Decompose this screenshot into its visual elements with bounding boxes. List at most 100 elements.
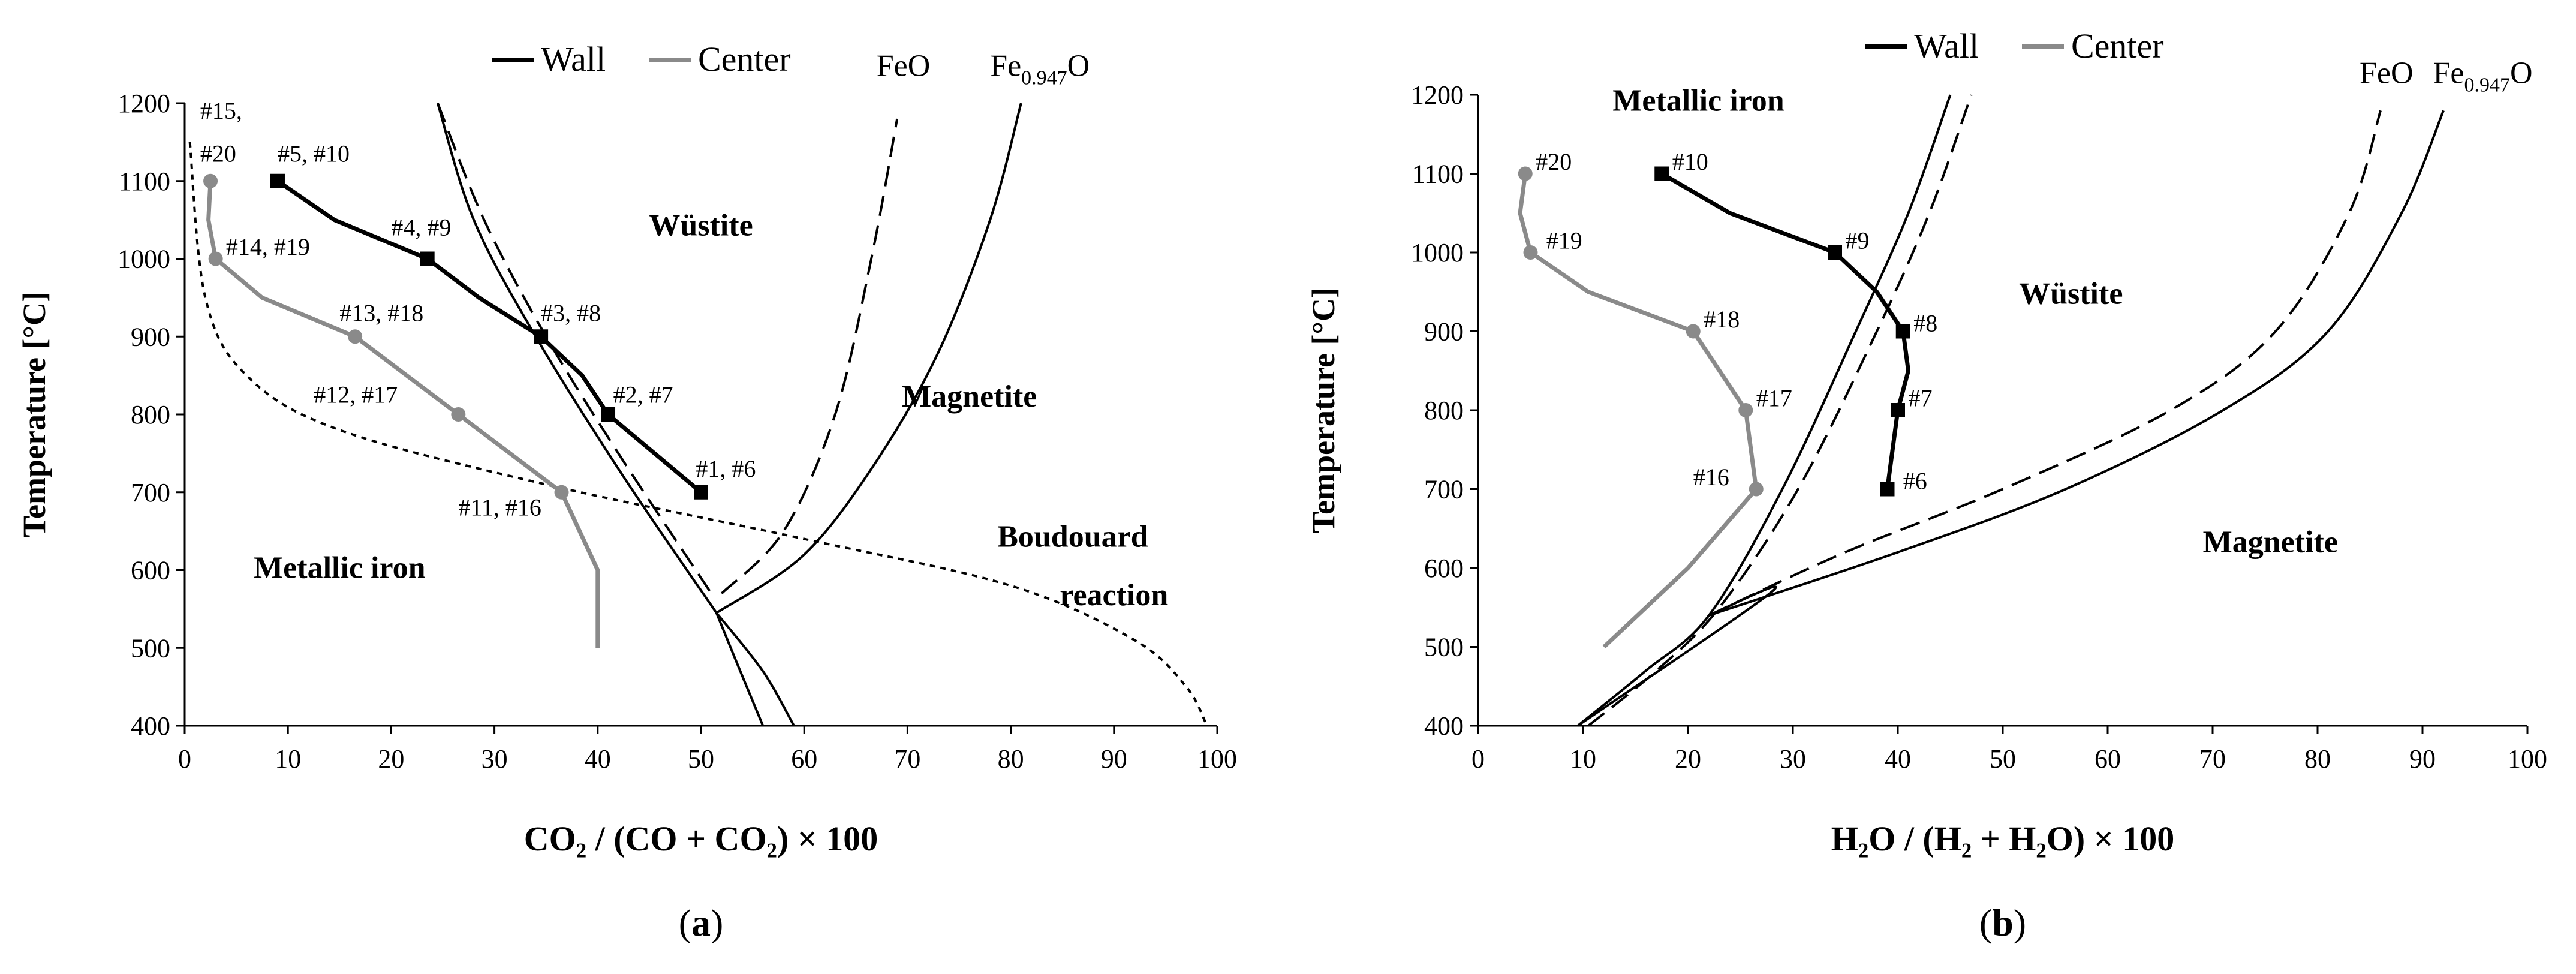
chart-a-series [203,173,708,648]
chart-b-curve-label-sub: 0.947 [2464,74,2511,96]
chart-a-point-label: #2, #7 [613,381,673,408]
chart-a-series-wall-marker [694,485,708,500]
chart-a-region-label: reaction [1060,578,1168,612]
chart-b-point-label: #9 [1846,227,1870,254]
chart-a-series-center-marker [348,329,363,344]
chart-b-x-tick-label: 80 [2304,744,2331,774]
chart-b-point-label: #16 [1693,464,1729,491]
chart-b-point-label: #19 [1546,227,1582,254]
chart-a-labels: Wüstite Magnetite Metallic iron Boudouard re… [200,49,1169,612]
chart-b-y-axis-label: Temperature [°C] [1305,287,1341,533]
chart-b-y-tick-label: 1100 [1412,160,1464,189]
chart-a-reference-curve-2 [436,103,718,614]
chart-b-series-wall-marker [1891,403,1905,417]
chart-panel-b: 0 10 20 30 40 50 60 70 80 90 100 400 500 600 700 800 900… [1305,26,2547,944]
chart-a-panel-label-open: ( [679,901,691,944]
chart-a-x-tick-label: 0 [178,744,191,774]
chart-b-series [1518,166,1910,649]
chart-b-series-center-marker [1738,403,1753,417]
chart-a-reference-curve-4 [715,612,765,726]
chart-b-x-tick-label: 40 [1885,744,1911,774]
chart-a-curve-label-end: O [1067,49,1090,83]
chart-b-curve-label-main: Fe [2433,56,2464,90]
chart-b-panel-label-letter: b [1992,901,2014,944]
chart-a-reference-curve-3 [715,103,1022,614]
chart-a-y-tick-label: 1000 [118,245,170,274]
chart-a-y-tick-label: 700 [131,478,170,507]
chart-b-point-label: #17 [1756,384,1792,411]
chart-a-y-tick-label: 500 [131,633,170,663]
chart-a-y-tick-label: 800 [131,400,170,429]
chart-a-y-axis-label: Temperature [°C] [16,291,52,537]
chart-a-series-wall-marker [420,251,435,266]
chart-a-series-wall-marker [601,407,616,422]
chart-b-panel-label-open: ( [1979,901,1992,944]
chart-b-series-center-marker [1523,245,1538,260]
chart-a-series-center-marker [554,485,569,500]
chart-a-series-wall-line [276,179,703,494]
chart-b-point-label: #10 [1672,148,1708,175]
chart-b-x-axis-label: H₂O / (H₂ + H₂O) × 100 [1831,819,2175,858]
chart-b-series-wall-marker [1828,245,1842,260]
chart-a-x-tick-label: 40 [585,744,611,774]
chart-panel-a: 0 10 20 30 40 50 60 70 80 90 100 400 500 600 700 800 900… [16,40,1237,944]
chart-b-panel-label-close: ) [2014,901,2026,944]
chart-a-point-label: #13, #18 [339,299,423,326]
chart-b-point-label: #6 [1903,468,1927,495]
chart-b-x-tick-label: 70 [2199,744,2226,774]
chart-b-x-tick-label: 100 [2508,744,2547,774]
chart-a-legend-label-center: Center [698,40,791,79]
chart-b-x-tick-label: 50 [1990,744,2016,774]
chart-a-x-tick-label: 50 [688,744,714,774]
chart-a-region-label: Boudouard [997,520,1148,554]
chart-b-curve-label-0: FeO [2360,56,2414,90]
chart-a-series-center-marker [203,173,218,188]
chart-a-region-label: Metallic iron [254,551,425,585]
chart-a-point-label: #4, #9 [391,214,451,241]
chart-a-curve-label-1: Fe0.947O [990,49,1090,89]
chart-a-region-label: Magnetite [902,380,1037,414]
chart-b-series-wall-marker [1895,324,1910,339]
chart-b-point-label: #18 [1704,306,1740,333]
chart-b-point-label: #20 [1536,148,1572,175]
chart-a-y-tick-label: 900 [131,322,170,351]
chart-b-region-label: Wüstite [2019,276,2123,311]
chart-a-y-tick-label: 600 [131,556,170,585]
chart-a-panel-label-letter: a [691,901,711,944]
chart-b-reference-curve-2 [1708,110,2382,617]
chart-a-panel-label: (a) [679,901,724,944]
chart-b-region-label: Magnetite [2203,525,2338,560]
chart-a-series-center-marker [451,407,466,422]
chart-b-region-label: Metallic iron [1612,83,1784,118]
chart-b-x-tick-label: 90 [2409,744,2436,774]
chart-b-y-tick-label: 400 [1424,711,1464,741]
chart-b-x-tick-label: 10 [1570,744,1596,774]
chart-a-reference-curves [188,103,1208,726]
chart-a-panel-label-close: ) [711,901,723,944]
chart-b-x-tick-label: 0 [1471,744,1485,774]
chart-b-reference-curve-1 [1587,94,1973,727]
chart-a-reference-curve-0 [437,103,712,594]
chart-b-y-tick-label: 600 [1424,554,1464,583]
chart-a-y-tick-label: 400 [131,711,170,741]
chart-b-series-wall-marker [1880,482,1895,497]
chart-b-legend: Wall Center [1865,26,2164,65]
chart-b-y-tick-label: 700 [1424,475,1464,504]
chart-a-x-tick-label: 100 [1197,744,1237,774]
chart-a-reference-curve-5 [715,612,795,726]
chart-a-point-label: #1, #6 [696,455,756,482]
chart-b-reference-curve-0 [1576,94,1952,727]
chart-b-x-tick-label: 60 [2094,744,2121,774]
chart-a-region-label: Wüstite [649,209,753,243]
chart-a-series-wall-marker [534,329,549,344]
chart-b-point-label: #8 [1913,310,1937,337]
chart-a-x-tick-label: 10 [275,744,301,774]
chart-b-series-center-marker [1749,482,1764,497]
chart-b-axes: 0 10 20 30 40 50 60 70 80 90 100 400 500 600 700 800 900… [1305,80,2547,944]
chart-a-legend-label-wall: Wall [541,40,606,79]
chart-b-x-tick-label: 20 [1675,744,1701,774]
chart-a-legend: Wall Center [492,40,791,79]
chart-b-y-tick-label: 1000 [1411,238,1464,267]
